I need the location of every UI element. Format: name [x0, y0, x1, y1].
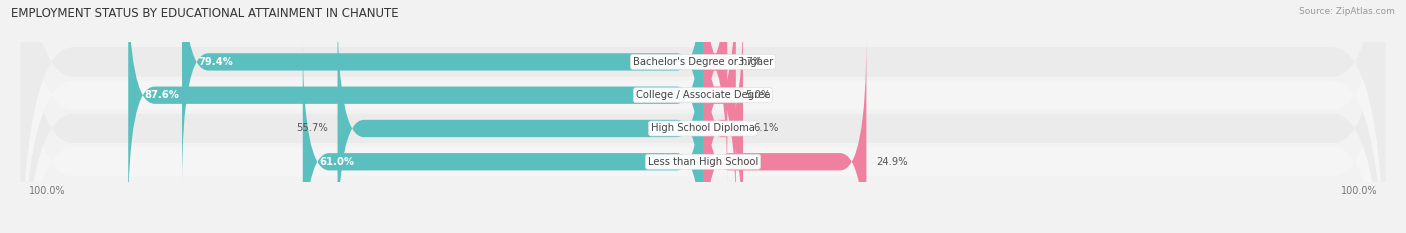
FancyBboxPatch shape	[337, 4, 703, 233]
Text: Less than High School: Less than High School	[648, 157, 758, 167]
FancyBboxPatch shape	[703, 0, 735, 220]
Text: 79.4%: 79.4%	[198, 57, 233, 67]
Text: EMPLOYMENT STATUS BY EDUCATIONAL ATTAINMENT IN CHANUTE: EMPLOYMENT STATUS BY EDUCATIONAL ATTAINM…	[11, 7, 399, 20]
FancyBboxPatch shape	[21, 0, 1385, 233]
Text: Source: ZipAtlas.com: Source: ZipAtlas.com	[1299, 7, 1395, 16]
FancyBboxPatch shape	[21, 0, 1385, 233]
Text: 6.1%: 6.1%	[752, 123, 779, 134]
Text: High School Diploma: High School Diploma	[651, 123, 755, 134]
FancyBboxPatch shape	[21, 0, 1385, 233]
FancyBboxPatch shape	[181, 0, 703, 186]
Text: College / Associate Degree: College / Associate Degree	[636, 90, 770, 100]
FancyBboxPatch shape	[702, 0, 730, 186]
FancyBboxPatch shape	[128, 0, 703, 220]
Text: 3.7%: 3.7%	[737, 57, 762, 67]
Text: 55.7%: 55.7%	[295, 123, 328, 134]
FancyBboxPatch shape	[21, 0, 1385, 233]
Text: 24.9%: 24.9%	[876, 157, 908, 167]
FancyBboxPatch shape	[703, 37, 866, 233]
FancyBboxPatch shape	[703, 4, 742, 233]
Text: 61.0%: 61.0%	[319, 157, 354, 167]
Text: Bachelor's Degree or higher: Bachelor's Degree or higher	[633, 57, 773, 67]
FancyBboxPatch shape	[302, 37, 703, 233]
Text: 87.6%: 87.6%	[145, 90, 180, 100]
Text: 5.0%: 5.0%	[745, 90, 770, 100]
